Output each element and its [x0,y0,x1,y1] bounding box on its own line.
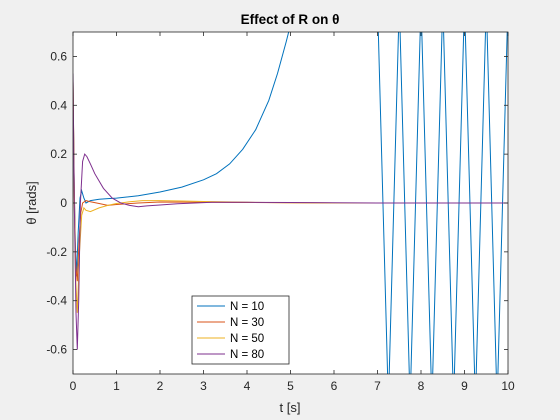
ticks-layer: 0 1 2 3 4 5 6 7 8 9 10 -0.6 -0.4 -0.2 0 0.2 0.4 0.6 [46,32,515,393]
x-tick-label: 4 [244,379,251,393]
x-tick-label: 10 [501,379,515,393]
legend-entry-2: N = 30 [230,317,264,329]
y-tick-label: 0 [60,196,67,210]
x-tick-label: 9 [461,379,468,393]
series-line-4 [73,73,508,350]
chart-title: Effect of R on θ [241,12,340,27]
y-tick-label: -0.4 [46,294,67,308]
x-tick-label: 6 [331,379,338,393]
y-tick-label: 0.4 [50,98,67,112]
legend-entry-1: N = 10 [230,301,264,313]
series-line-1 [73,32,508,374]
x-tick-label: 3 [200,379,207,393]
x-axis-label: t [s] [280,400,301,415]
y-tick-label: -0.2 [46,245,67,259]
y-tick-label: 0.6 [50,49,67,63]
x-tick-label: 8 [418,379,425,393]
series-layer [73,32,508,374]
legend-entry-4: N = 80 [230,349,264,361]
x-tick-label: 7 [374,379,381,393]
y-tick-label: -0.6 [46,343,67,357]
y-axis-label: θ [rads] [24,181,39,224]
x-tick-label: 5 [287,379,294,393]
legend-entry-3: N = 50 [230,333,264,345]
legend: N = 10 N = 30 N = 50 N = 80 [191,295,290,365]
y-tick-label: 0.2 [50,147,67,161]
x-tick-label: 2 [157,379,164,393]
x-tick-label: 0 [70,379,77,393]
x-tick-label: 1 [113,379,120,393]
legend-box [191,295,290,365]
